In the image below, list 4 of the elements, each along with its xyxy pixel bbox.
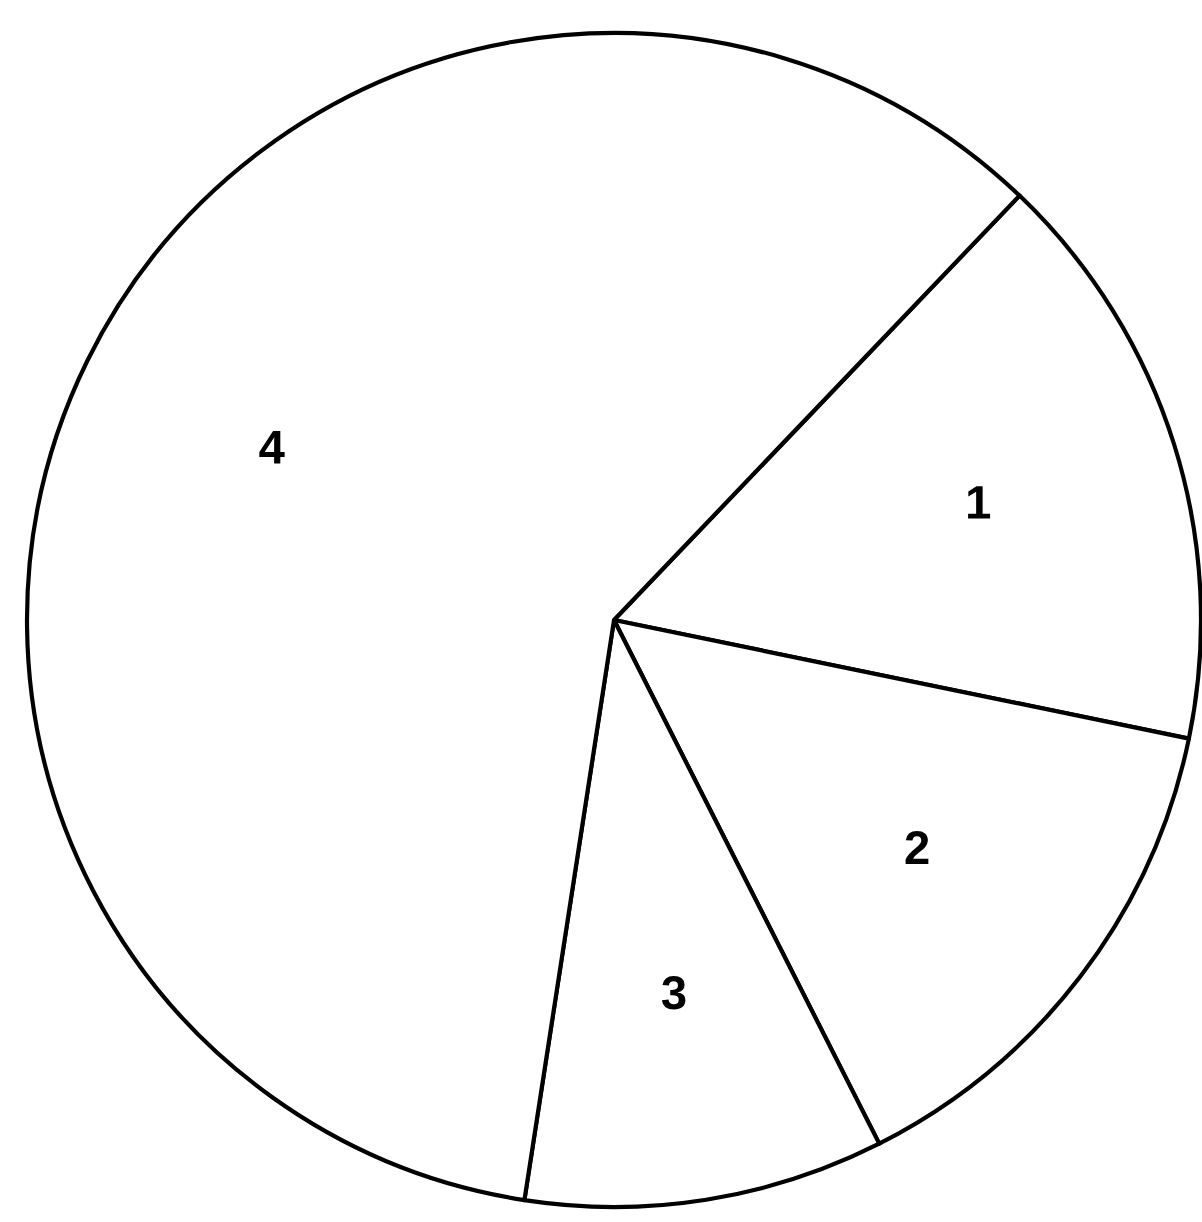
slice-label: 4: [259, 431, 285, 464]
slice-label: 2: [905, 830, 929, 864]
slice-label: 3: [661, 976, 686, 1010]
slice-label: 1: [968, 486, 991, 519]
